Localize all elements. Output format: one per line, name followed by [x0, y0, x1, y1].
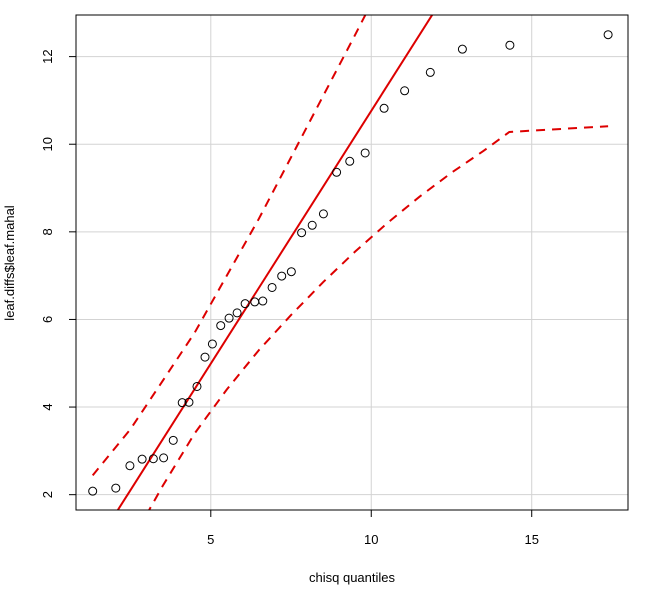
data-point [224, 313, 234, 323]
data-point [184, 397, 194, 407]
data-point [332, 167, 342, 177]
confidence-band [91, 15, 609, 510]
data-point [307, 220, 317, 230]
y-tick-label: 2 [40, 491, 55, 498]
data-point [400, 86, 410, 96]
data-point [177, 398, 187, 408]
data-point [425, 67, 435, 77]
x-tick-label: 5 [207, 532, 214, 547]
grid [76, 15, 628, 510]
x-axis-title: chisq quantiles [309, 570, 395, 585]
data-point [345, 156, 355, 166]
reference-line [116, 15, 434, 510]
data-point [88, 486, 98, 496]
data-point [457, 44, 467, 54]
data-point [207, 339, 217, 349]
y-tick-label: 6 [40, 316, 55, 323]
data-point [297, 228, 307, 238]
data-point [232, 308, 242, 318]
y-axis: 2 4 6 8 10 12 [40, 49, 76, 498]
x-tick-label: 10 [364, 532, 378, 547]
lower-band-line [147, 125, 609, 510]
data-point [148, 454, 158, 464]
data-point [505, 40, 515, 50]
data-point [168, 435, 178, 445]
data-point [258, 296, 268, 306]
data-point [267, 282, 277, 292]
data-point [125, 461, 135, 471]
x-tick-label: 15 [524, 532, 538, 547]
data-point [216, 321, 226, 331]
data-point [318, 209, 328, 219]
data-points [88, 30, 613, 496]
y-tick-label: 12 [40, 49, 55, 63]
reference-line-group [116, 15, 434, 510]
data-point [240, 299, 250, 309]
data-point [111, 483, 121, 493]
data-point [200, 352, 210, 362]
y-tick-label: 4 [40, 403, 55, 410]
data-point [250, 297, 260, 307]
data-point [360, 148, 370, 158]
plot-frame [75, 14, 629, 511]
upper-band-line [91, 15, 367, 477]
data-point [137, 454, 147, 464]
y-axis-title: leaf.diffs$leaf.mahal [2, 205, 17, 320]
y-tick-label: 10 [40, 137, 55, 151]
data-point [159, 453, 169, 463]
data-point [277, 271, 287, 281]
y-tick-label: 8 [40, 228, 55, 235]
data-point [192, 381, 202, 391]
data-point [286, 267, 296, 277]
data-point [379, 103, 389, 113]
data-point [603, 30, 613, 40]
x-axis: 5 10 15 [207, 510, 539, 547]
